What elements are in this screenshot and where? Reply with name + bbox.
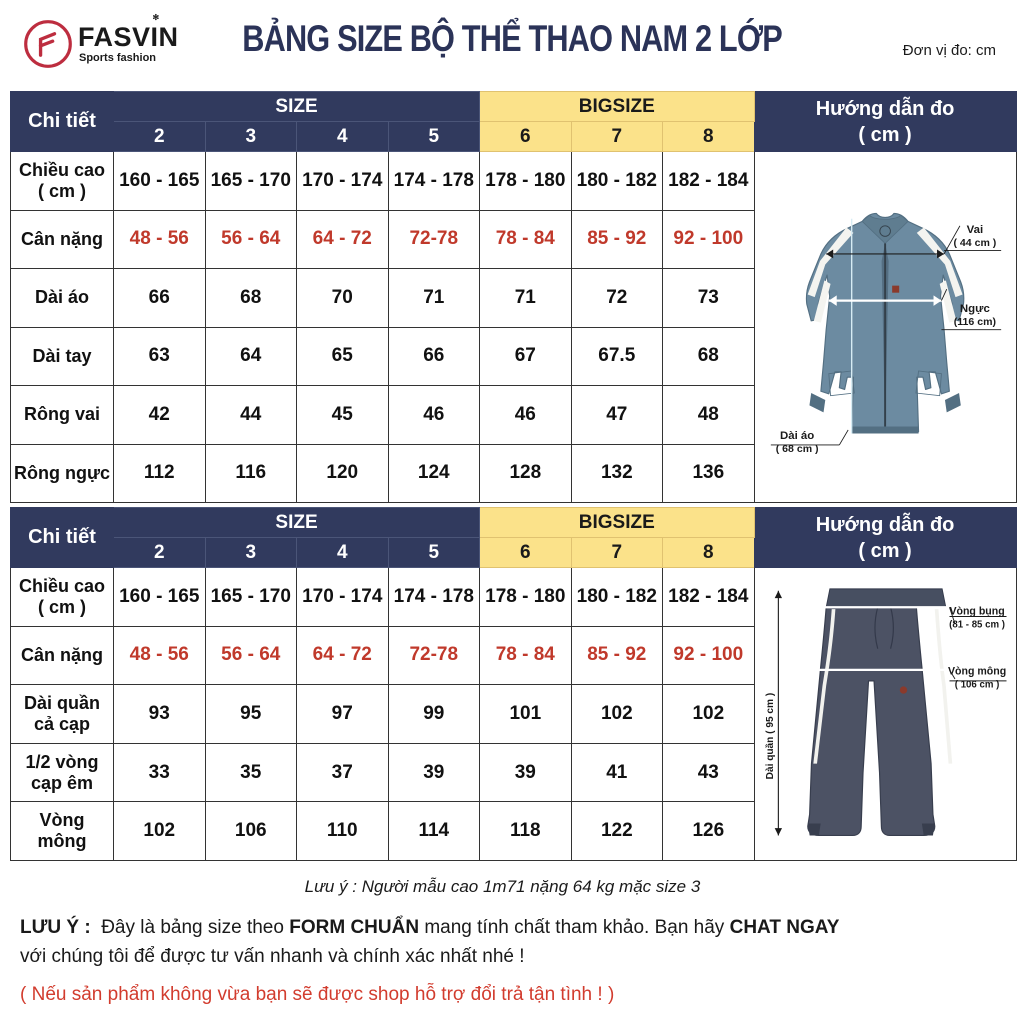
svg-text:(116 cm): (116 cm): [953, 316, 995, 328]
svg-text:Ngực: Ngực: [959, 303, 990, 315]
svg-text:Vòng mông: Vòng mông: [948, 665, 1006, 677]
svg-text:(81 - 85 cm ): (81 - 85 cm ): [949, 620, 1005, 631]
svg-text:Dài quần ( 95 cm ): Dài quần ( 95 cm ): [765, 693, 775, 780]
svg-text:Vai: Vai: [966, 224, 983, 236]
svg-text:Vòng bụng: Vòng bụng: [949, 606, 1004, 618]
svg-text:( 44 cm ): ( 44 cm ): [953, 237, 996, 249]
svg-text:Dài áo: Dài áo: [780, 430, 814, 442]
